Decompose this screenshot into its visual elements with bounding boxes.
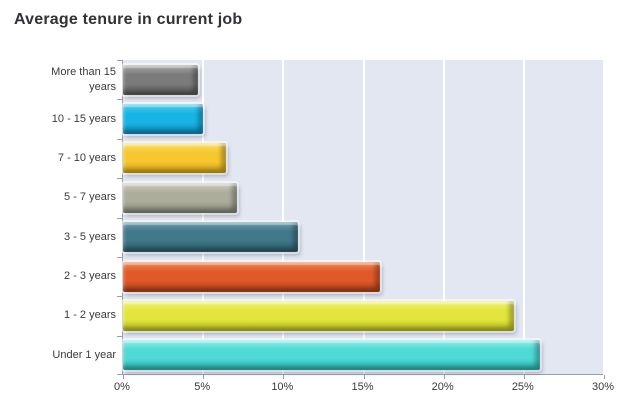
bar-1-2-years: [123, 300, 515, 331]
gridline-5: [202, 60, 205, 374]
y-axis-tick: [117, 218, 123, 219]
plot-area: [117, 60, 605, 379]
x-axis-tick: [604, 375, 605, 379]
bar-under-1-year: [123, 340, 540, 371]
x-axis-tick: [203, 375, 205, 379]
bar-10-15-years: [123, 104, 204, 135]
x-axis-tick: [363, 375, 365, 379]
bar-more-than-15-years: [123, 64, 199, 95]
category-label-3-5-years: 3 - 5 years: [64, 230, 116, 243]
x-tick-label-15: 15%: [351, 381, 374, 393]
category-label-1-2-years: 1 - 2 years: [64, 309, 116, 322]
gridline-15: [362, 60, 365, 374]
y-axis-tick: [117, 296, 123, 297]
x-tick-label-30: 30%: [591, 381, 615, 393]
bar-7-10-years: [123, 143, 226, 174]
bar-5-7-years: [123, 182, 237, 213]
gridline-20: [442, 60, 445, 374]
x-tick-label-5: 5%: [194, 381, 211, 393]
x-tick-label-20: 20%: [431, 381, 454, 393]
category-label-under-1-year: Under 1 year: [52, 348, 116, 361]
gridline-10: [282, 60, 285, 374]
bar-3-5-years: [123, 222, 298, 253]
gridline-30: [603, 60, 605, 374]
x-axis-tick: [443, 375, 445, 379]
x-axis-tick: [123, 375, 124, 379]
x-tick-label-10: 10%: [271, 381, 294, 393]
y-axis-tick: [117, 374, 123, 375]
category-label-10-15-years: 10 - 15 years: [51, 112, 116, 125]
category-label-5-7-years: 5 - 7 years: [64, 191, 116, 204]
gridline-25: [522, 60, 525, 374]
x-axis-tick: [523, 375, 525, 379]
y-axis-tick: [117, 178, 123, 179]
y-axis-tick: [117, 257, 123, 258]
category-label-more-than-15-years: More than 15 years: [51, 65, 116, 93]
chart-title: Average tenure in current job: [14, 11, 243, 28]
y-axis-tick: [117, 99, 123, 100]
category-label-2-3-years: 2 - 3 years: [64, 270, 116, 283]
bar-2-3-years: [123, 261, 380, 292]
y-axis-tick: [117, 139, 123, 140]
x-tick-label-25: 25%: [511, 381, 534, 393]
category-label-7-10-years: 7 - 10 years: [57, 151, 116, 164]
y-axis-tick: [117, 60, 123, 61]
x-tick-label-0: 0%: [114, 381, 130, 393]
y-axis-tick: [117, 336, 123, 337]
x-axis-tick: [283, 375, 285, 379]
